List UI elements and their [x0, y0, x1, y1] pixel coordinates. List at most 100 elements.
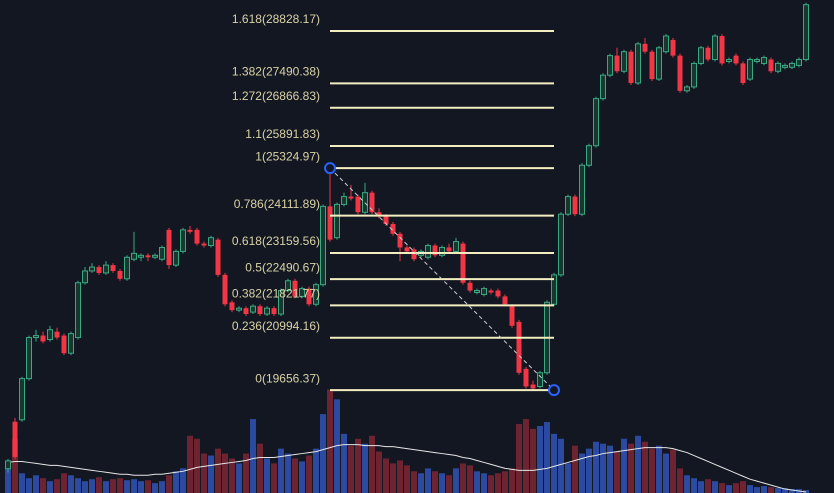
candle-body — [166, 229, 172, 266]
volume-bar — [747, 485, 753, 493]
candle-body — [257, 306, 263, 315]
volume-bar — [355, 438, 361, 493]
volume-bar — [215, 448, 221, 493]
volume-bar — [726, 485, 732, 493]
volume-bar — [719, 483, 725, 493]
candle-body — [369, 192, 375, 213]
candle-body — [89, 266, 95, 272]
candle-body — [96, 267, 102, 273]
candle-body — [649, 51, 655, 80]
volume-bar — [348, 445, 354, 493]
fib-level-label: 0.5(22490.67) — [245, 260, 320, 274]
candle-body — [453, 241, 459, 252]
volume-ma-line — [7, 444, 807, 493]
volume-bar — [782, 488, 788, 493]
volume-bar — [418, 473, 424, 493]
volume-bar — [320, 414, 326, 493]
fib-level-label: 1.382(27490.38) — [232, 65, 320, 79]
volume-bar — [446, 475, 452, 493]
volume-bar — [656, 445, 662, 493]
volume-bar — [642, 441, 648, 493]
candle-body — [684, 86, 690, 92]
candle-body — [411, 249, 417, 260]
candle-body — [306, 288, 312, 305]
candle-body — [222, 274, 228, 305]
candle-body — [768, 59, 774, 72]
candle-body — [145, 255, 151, 258]
candle-body — [502, 296, 508, 305]
volume-bar — [362, 443, 368, 493]
volume-bar — [670, 449, 676, 493]
volume-bar — [131, 479, 137, 493]
candle-body — [677, 55, 683, 91]
volume-bar — [383, 458, 389, 493]
volume-bar — [523, 419, 529, 493]
candle-body — [607, 55, 613, 76]
candle-body — [481, 288, 487, 295]
candle-body — [516, 321, 522, 373]
candle-body — [509, 306, 515, 326]
volume-bar — [502, 471, 508, 493]
candle-body — [530, 384, 536, 389]
volume-bar — [579, 453, 585, 493]
volume-bar — [509, 468, 515, 493]
candle-body — [215, 239, 221, 275]
candle-body — [264, 307, 270, 315]
fib-level-label: 1.1(25891.83) — [245, 127, 320, 141]
candle-body — [47, 329, 53, 341]
volume-bar — [236, 463, 242, 493]
volume-bar — [82, 481, 88, 493]
fib-level-label: 0.236(20994.16) — [232, 319, 320, 333]
volume-bar — [775, 488, 781, 493]
candle-body — [691, 62, 697, 88]
candle-body — [593, 98, 599, 147]
candle-body — [572, 196, 578, 215]
candle-body — [327, 206, 333, 240]
volume-bar — [229, 458, 235, 493]
candle-body — [334, 203, 340, 239]
volume-bar — [663, 453, 669, 493]
volume-bar — [397, 460, 403, 493]
candle-body — [5, 460, 11, 470]
volume-bar — [684, 475, 690, 493]
candle-body — [61, 335, 67, 354]
volume-bar — [586, 448, 592, 493]
volume-bar — [677, 468, 683, 493]
volume-bar — [516, 423, 522, 493]
candle-body — [159, 246, 165, 260]
volume-bar — [607, 445, 613, 493]
volume-bar — [278, 448, 284, 493]
candle-body — [719, 36, 725, 64]
volume-bar — [432, 471, 438, 493]
volume-bar — [166, 475, 172, 493]
volume-bar — [572, 445, 578, 493]
candle-body — [432, 245, 438, 256]
candle-body — [131, 252, 137, 260]
volume-bar — [649, 448, 655, 493]
candle-body — [82, 270, 88, 284]
candle-body — [712, 35, 718, 61]
candle-body — [201, 243, 207, 246]
candle-body — [635, 43, 641, 84]
candle-body — [614, 55, 620, 72]
candle-body — [229, 302, 235, 311]
volume-bar — [180, 468, 186, 493]
volume-bar — [89, 479, 95, 493]
volume-bar — [495, 473, 501, 493]
volume-bar — [187, 435, 193, 493]
candle-body — [761, 57, 767, 64]
volume-bar — [117, 478, 123, 493]
volume-bar — [544, 422, 550, 493]
candle-body — [397, 233, 403, 248]
candle-body — [523, 368, 529, 387]
candle-body — [320, 205, 326, 286]
fib-anchor — [324, 162, 336, 175]
volume-bar — [691, 478, 697, 493]
candle-body — [376, 212, 382, 217]
candle-body — [26, 337, 32, 380]
candle-body — [187, 229, 193, 232]
candle-body — [40, 335, 46, 342]
candle-body — [362, 192, 368, 213]
volume-bar — [404, 465, 410, 493]
